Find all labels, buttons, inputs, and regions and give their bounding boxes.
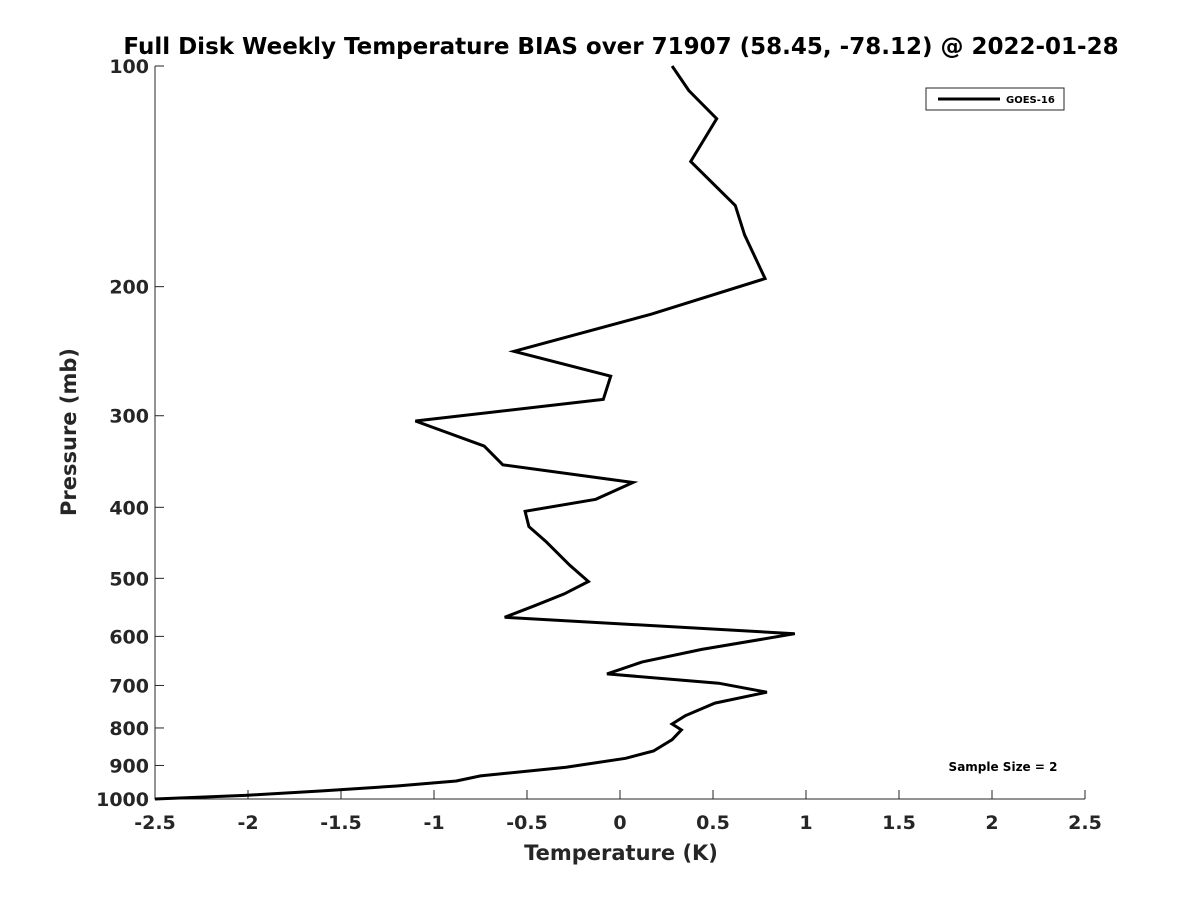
y-axis-ticks: 100 200 300 400 500 600 700 800 900 1000 [96,56,164,811]
x-tick-label: -2 [237,812,258,834]
x-tick-label: -1.5 [320,812,362,834]
y-tick-label: 900 [109,755,149,777]
y-axis-label: Pressure (mb) [57,348,81,516]
x-tick-label: 1.5 [882,812,916,834]
series-line-goes-16 [154,65,796,801]
x-tick-label: -0.5 [506,812,548,834]
y-tick-label: 800 [109,718,149,740]
legend: GOES-16 [925,87,1065,111]
plot-area: -2.5 -2 -1.5 -1 -0.5 0 0.5 1 1.5 2 2.5 100 200 300 40… [96,56,1102,834]
sample-size-annotation: Sample Size = 2 [949,760,1058,774]
x-axis-ticks: -2.5 -2 -1.5 -1 -0.5 0 0.5 1 1.5 2 2.5 [134,790,1102,834]
y-tick-label: 1000 [96,789,149,811]
x-tick-label: 0 [613,812,626,834]
series-group [154,65,796,801]
y-tick-label: 100 [109,56,149,78]
y-tick-label: 200 [109,277,149,299]
axes-frame [154,66,1085,800]
chart-title: Full Disk Weekly Temperature BIAS over 7… [123,34,1118,60]
legend-label-goes-16: GOES-16 [1006,95,1055,106]
x-tick-label: -2.5 [134,812,176,834]
x-tick-label: -1 [423,812,444,834]
y-tick-label: 700 [109,675,149,697]
x-axis-label: Temperature (K) [524,841,718,865]
x-tick-label: 2.5 [1068,812,1102,834]
y-tick-label: 500 [109,568,149,590]
x-tick-label: 2 [985,812,998,834]
x-tick-label: 1 [799,812,812,834]
y-tick-label: 400 [109,497,149,519]
y-tick-label: 600 [109,626,149,648]
x-tick-label: 0.5 [696,812,730,834]
y-tick-label: 300 [109,406,149,428]
